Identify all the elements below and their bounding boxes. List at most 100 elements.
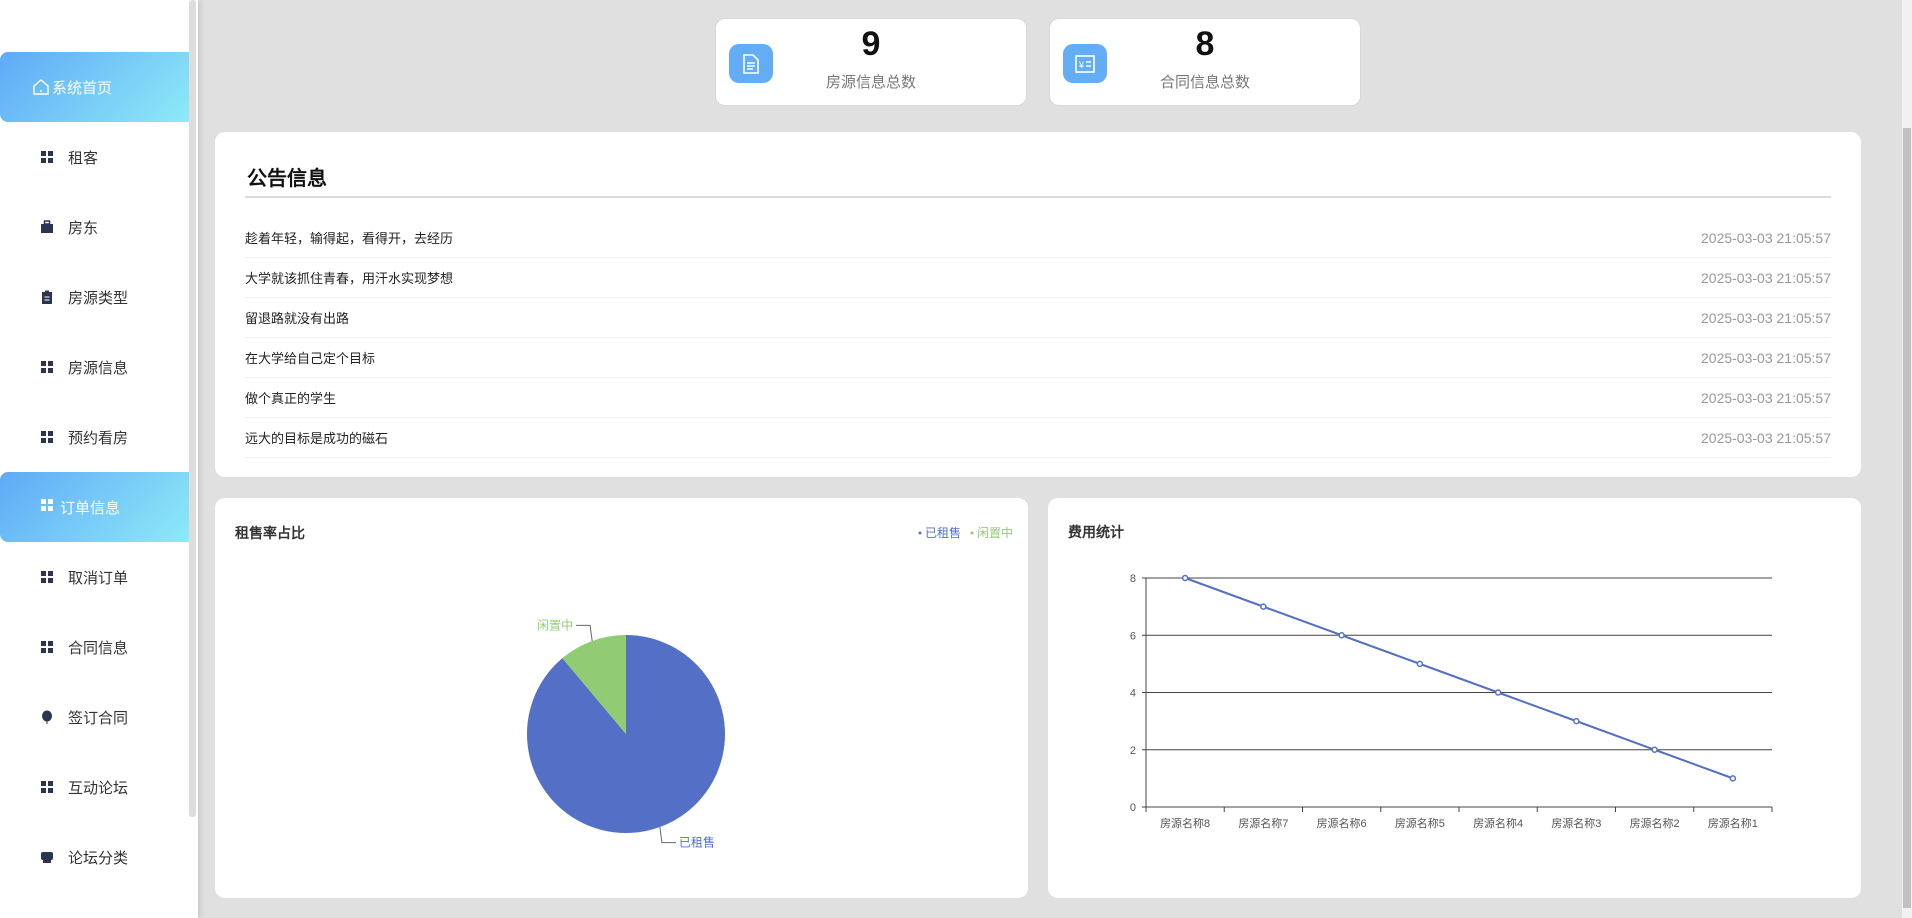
legend-marker <box>918 531 922 535</box>
announcement-row[interactable]: 留退路就没有出路 2025-03-03 21:05:57 <box>245 298 1831 338</box>
sidebar-item-6[interactable]: 订单信息 <box>0 472 196 542</box>
x-tick-label: 房源名称5 <box>1395 816 1445 830</box>
sidebar-item-label: 预约看房 <box>68 429 129 447</box>
invoice-icon: ¥ <box>1063 44 1107 83</box>
announcement-text: 大学就该抓住青春，用汗水实现梦想 <box>245 271 454 286</box>
announcement-row[interactable]: 远大的目标是成功的磁石 2025-03-03 21:05:57 <box>245 418 1831 458</box>
sidebar-item-0[interactable]: 系统首页 <box>0 52 196 122</box>
grid-icon <box>40 360 54 374</box>
sidebar-item-label: 系统首页 <box>52 79 113 97</box>
announcement-text: 留退路就没有出路 <box>245 311 350 326</box>
balloon-icon <box>40 710 54 724</box>
x-tick-label: 房源名称1 <box>1708 816 1758 830</box>
announcement-date: 2025-03-03 21:05:57 <box>1701 389 1831 406</box>
data-point <box>1494 689 1502 696</box>
pie-slice <box>562 635 626 734</box>
sidebar-item-label: 签订合同 <box>68 709 129 727</box>
sidebar-item-label: 房源类型 <box>68 289 129 307</box>
svg-text:¥: ¥ <box>1078 60 1085 70</box>
data-point <box>1729 775 1737 782</box>
data-point <box>1573 717 1580 725</box>
y-tick-label: 0 <box>1130 802 1136 814</box>
chart-title: 租售率占比 <box>235 525 305 541</box>
stat-value: 9 <box>861 25 881 63</box>
announcement-text: 远大的目标是成功的磁石 <box>245 431 389 446</box>
sidebar-scrollbar[interactable] <box>189 0 196 817</box>
sidebar-item-2[interactable]: 房东 <box>0 192 196 262</box>
sidebar-item-label: 互动论坛 <box>68 779 129 797</box>
sidebar-item-5[interactable]: 预约看房 <box>0 402 196 472</box>
stat-card-houses: 9 房源信息总数 <box>715 18 1027 106</box>
line-chart: 0 2 4 6 8 房源名称8 房源名称7 房源名称6 房源名称5 房源名称4 房源名称3 房源名称2… <box>1130 573 1773 830</box>
announcement-title: 公告信息 <box>247 168 327 190</box>
announcement-text: 趁着年轻，输得起，看得开，去经历 <box>245 231 454 246</box>
scrollbar-thumb[interactable] <box>1903 128 1911 908</box>
announcement-row[interactable]: 大学就该抓住青春，用汗水实现梦想 2025-03-03 21:05:57 <box>245 258 1831 298</box>
announcement-date: 2025-03-03 21:05:57 <box>1701 429 1831 446</box>
clipboard-icon <box>40 290 54 304</box>
inbox-icon <box>40 850 54 864</box>
sidebar-item-label: 房东 <box>68 219 99 237</box>
x-tick-label: 房源名称3 <box>1551 816 1601 830</box>
chart-title: 费用统计 <box>1068 524 1124 540</box>
sidebar-item-10[interactable]: 互动论坛 <box>0 752 196 822</box>
home-icon <box>32 78 50 96</box>
briefcase-icon <box>40 220 54 234</box>
sidebar-item-11[interactable]: 论坛分类 <box>0 822 196 892</box>
label-line <box>659 826 676 844</box>
legend-label: 已租售 <box>925 525 961 540</box>
data-point <box>1260 603 1267 610</box>
label-line <box>576 624 593 642</box>
grid-icon <box>40 640 54 654</box>
announcement-text: 做个真正的学生 <box>245 391 337 406</box>
sidebar-item-9[interactable]: 签订合同 <box>0 682 196 752</box>
document-icon <box>729 44 773 83</box>
sidebar-item-label: 租客 <box>68 149 99 167</box>
legend-marker <box>970 531 974 535</box>
data-point <box>1181 574 1189 582</box>
announcement-row[interactable]: 趁着年轻，输得起，看得开，去经历 2025-03-03 21:05:57 <box>245 218 1831 258</box>
y-tick-label: 4 <box>1130 688 1136 700</box>
stat-card-contracts: ¥ 8 合同信息总数 <box>1049 18 1361 106</box>
sidebar: 系统首页租客房东房源类型房源信息预约看房订单信息取消订单合同信息签订合同互动论坛… <box>0 0 198 918</box>
x-tick-label: 房源名称6 <box>1317 816 1367 830</box>
grid-icon <box>40 570 54 584</box>
data-point <box>1416 660 1424 668</box>
announcement-date: 2025-03-03 21:05:57 <box>1701 309 1831 326</box>
grid-icon <box>40 430 54 444</box>
stat-value: 8 <box>1195 25 1215 63</box>
grid-icon <box>40 150 54 164</box>
sidebar-item-label: 合同信息 <box>68 639 129 657</box>
x-tick-label: 房源名称7 <box>1238 816 1288 830</box>
x-tick-label: 房源名称4 <box>1473 816 1523 830</box>
series-line <box>1184 577 1734 780</box>
grid-icon <box>40 780 54 794</box>
announcement-row[interactable]: 在大学给自己定个目标 2025-03-03 21:05:57 <box>245 338 1831 378</box>
divider <box>245 196 1831 198</box>
slice-label: 闲置中 <box>537 617 573 632</box>
stat-label: 合同信息总数 <box>1159 74 1250 91</box>
page-scrollbar[interactable] <box>1902 0 1912 918</box>
y-tick-label: 8 <box>1130 573 1136 585</box>
sidebar-item-1[interactable]: 租客 <box>0 122 196 192</box>
sidebar-item-label: 订单信息 <box>60 499 121 517</box>
announcement-panel: 公告信息 趁着年轻，输得起，看得开，去经历 2025-03-03 21:05:57… <box>215 132 1861 477</box>
sidebar-item-label: 取消订单 <box>68 569 129 587</box>
sidebar-item-label: 论坛分类 <box>68 849 129 867</box>
announcement-date: 2025-03-03 21:05:57 <box>1701 349 1831 366</box>
x-tick-label: 房源名称2 <box>1630 816 1680 830</box>
sidebar-item-7[interactable]: 取消订单 <box>0 542 196 612</box>
sidebar-item-4[interactable]: 房源信息 <box>0 332 196 402</box>
announcement-date: 2025-03-03 21:05:57 <box>1701 229 1831 246</box>
data-point <box>1338 632 1345 639</box>
data-point <box>1651 746 1658 753</box>
announcement-text: 在大学给自己定个目标 <box>245 351 376 366</box>
sidebar-item-8[interactable]: 合同信息 <box>0 612 196 682</box>
stat-label: 房源信息总数 <box>825 74 916 91</box>
pie-chart-panel: 租售率占比 已租售 闲置中 已租售 闲置中 <box>215 498 1028 898</box>
sidebar-item-3[interactable]: 房源类型 <box>0 262 196 332</box>
x-tick-label: 房源名称8 <box>1160 816 1210 830</box>
announcement-row[interactable]: 做个真正的学生 2025-03-03 21:05:57 <box>245 378 1831 418</box>
slice-label: 已租售 <box>679 835 715 850</box>
